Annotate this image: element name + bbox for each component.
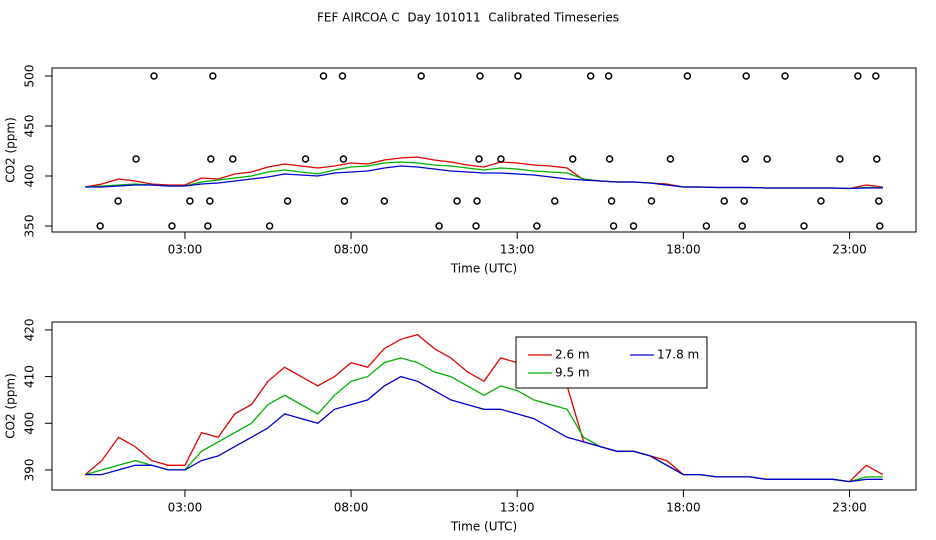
- x-tick-label: 03:00: [168, 243, 203, 257]
- flag-point: [206, 197, 214, 205]
- y-tick-label: 400: [23, 165, 37, 188]
- series-line: [85, 165, 883, 190]
- y-tick-label: 400: [23, 412, 37, 435]
- flag-point: [854, 72, 862, 80]
- y-tick-label: 410: [23, 365, 37, 388]
- flag-point: [132, 155, 140, 163]
- plot-frame: [51, 67, 917, 233]
- flag-point: [380, 197, 389, 205]
- y-tick-label: 390: [23, 458, 37, 481]
- flag-point: [283, 197, 292, 205]
- flag-point: [800, 222, 808, 230]
- flag-point: [872, 72, 880, 80]
- x-tick-label: 18:00: [666, 501, 701, 515]
- flag-point: [229, 155, 237, 163]
- flag-point: [209, 72, 217, 80]
- flag-point: [836, 155, 844, 163]
- legend-label: 2.6 m: [555, 348, 590, 362]
- series-line: [85, 375, 883, 483]
- y-tick-label: 420: [23, 318, 37, 341]
- flag-point: [473, 197, 481, 205]
- flag-point: [150, 72, 158, 80]
- flag-point: [742, 72, 750, 80]
- flag-point: [472, 222, 480, 230]
- flag-point: [720, 197, 729, 205]
- y-tick-label: 500: [23, 65, 37, 88]
- chart-title: FEF AIRCOA C Day 101011 Calibrated Times…: [317, 11, 619, 25]
- flag-point: [740, 197, 748, 205]
- series-line: [85, 161, 883, 190]
- flag-point: [533, 222, 541, 230]
- x-axis-label: Time (UTC): [450, 520, 517, 534]
- flag-point: [204, 222, 212, 230]
- flag-point: [647, 197, 656, 205]
- flag-point: [875, 197, 883, 205]
- flag-point: [265, 222, 274, 230]
- series-line: [85, 357, 883, 483]
- x-tick-label: 13:00: [500, 243, 535, 257]
- flag-point: [514, 72, 522, 80]
- flag-point: [817, 197, 825, 205]
- x-tick-label: 08:00: [334, 501, 369, 515]
- flag-point: [604, 72, 613, 80]
- flag-point: [568, 155, 577, 163]
- flag-point: [453, 197, 461, 205]
- x-tick-label: 23:00: [832, 501, 867, 515]
- flag-point: [781, 72, 789, 80]
- x-tick-label: 08:00: [334, 243, 369, 257]
- flag-point: [340, 197, 349, 205]
- y-axis-label: CO2 (ppm): [4, 373, 18, 439]
- legend-label: 9.5 m: [555, 366, 590, 380]
- flag-point: [609, 222, 618, 230]
- flag-point: [741, 155, 749, 163]
- flag-point: [586, 72, 595, 80]
- plot-frame: [51, 321, 917, 491]
- flag-point: [702, 222, 711, 230]
- x-tick-label: 03:00: [168, 501, 203, 515]
- x-tick-label: 13:00: [500, 501, 535, 515]
- flag-point: [763, 155, 771, 163]
- y-axis-label: CO2 (ppm): [4, 117, 18, 183]
- x-tick-label: 18:00: [666, 243, 701, 257]
- flag-point: [551, 197, 559, 205]
- x-tick-label: 23:00: [832, 243, 867, 257]
- flag-point: [207, 155, 215, 163]
- flag-point: [683, 72, 692, 80]
- flag-point: [96, 222, 104, 230]
- flag-point: [301, 155, 310, 163]
- flag-point: [435, 222, 443, 230]
- y-tick-label: 350: [23, 215, 37, 238]
- flag-point: [114, 197, 122, 205]
- legend-label: 17.8 m: [657, 348, 699, 362]
- flag-point: [476, 72, 484, 80]
- flag-point: [738, 222, 746, 230]
- flag-point: [339, 155, 348, 163]
- flag-point: [319, 72, 328, 80]
- legend-box: [515, 336, 708, 389]
- flag-point: [475, 155, 483, 163]
- flag-point: [168, 222, 176, 230]
- flag-point: [876, 222, 884, 230]
- y-tick-label: 450: [23, 115, 37, 138]
- flag-point: [873, 155, 881, 163]
- flag-point: [605, 155, 614, 163]
- flag-point: [417, 72, 425, 80]
- flag-point: [186, 197, 194, 205]
- x-axis-label: Time (UTC): [450, 262, 517, 276]
- flag-point: [666, 155, 675, 163]
- flag-point: [629, 222, 638, 230]
- flag-point: [607, 197, 616, 205]
- flag-point: [338, 72, 347, 80]
- flag-point: [497, 155, 505, 163]
